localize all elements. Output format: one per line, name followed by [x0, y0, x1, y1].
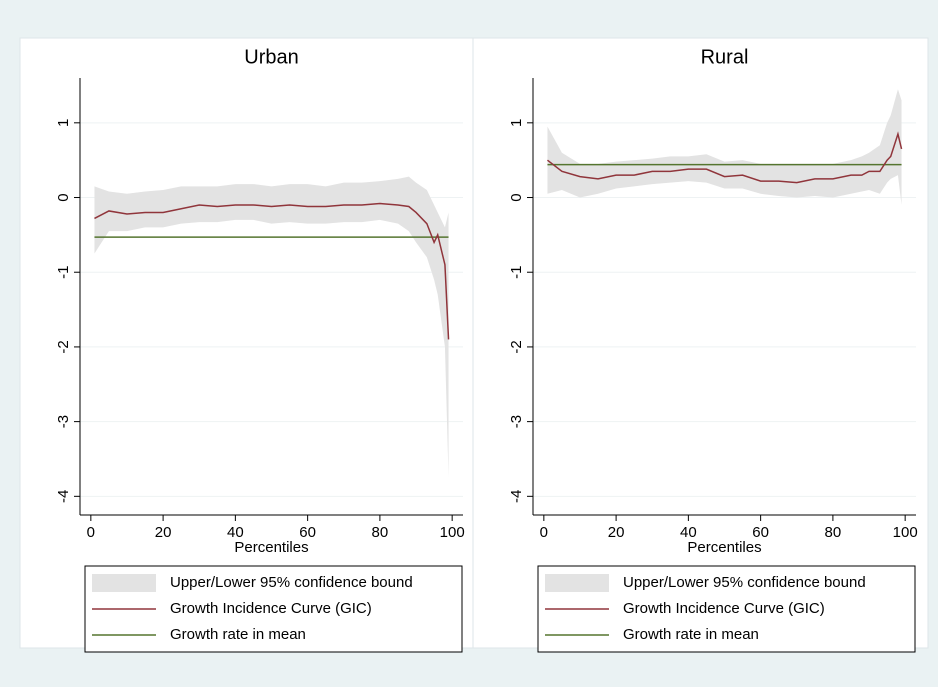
x-tick-label: 40 [227, 524, 244, 541]
confidence-band [547, 89, 902, 205]
legend-swatch [545, 574, 609, 592]
y-tick-label: -2 [55, 340, 72, 353]
confidence-band [94, 176, 449, 478]
x-tick-label: 40 [680, 524, 697, 541]
panel-title: Urban [244, 46, 298, 68]
x-tick-label: 0 [540, 524, 548, 541]
legend-label: Growth rate in mean [623, 626, 759, 643]
y-tick-label: 1 [508, 119, 525, 127]
legend-label: Growth Incidence Curve (GIC) [623, 600, 825, 617]
x-tick-label: 80 [825, 524, 842, 541]
x-tick-label: 60 [752, 524, 769, 541]
x-tick-label: 0 [87, 524, 95, 541]
legend-swatch [92, 574, 156, 592]
y-tick-label: 1 [55, 119, 72, 127]
y-tick-label: -3 [508, 415, 525, 428]
y-tick-label: -4 [508, 490, 525, 503]
y-tick-label: -4 [55, 490, 72, 503]
panel-background [472, 37, 929, 649]
y-tick-label: -2 [508, 340, 525, 353]
legend-label: Growth Incidence Curve (GIC) [170, 600, 372, 617]
y-tick-label: -3 [55, 415, 72, 428]
x-tick-label: 20 [608, 524, 625, 541]
legend-label: Upper/Lower 95% confidence bound [623, 574, 866, 591]
x-tick-label: 20 [155, 524, 172, 541]
x-tick-label: 80 [372, 524, 389, 541]
x-axis-label: Percentiles [234, 539, 308, 556]
panel-title: Rural [701, 46, 749, 68]
y-tick-label: 0 [508, 193, 525, 201]
y-tick-label: -1 [508, 266, 525, 279]
x-tick-label: 60 [299, 524, 316, 541]
gic-line [546, 131, 903, 184]
gic-line [94, 202, 450, 340]
x-tick-label: 100 [440, 524, 465, 541]
y-tick-label: 0 [55, 193, 72, 201]
legend-label: Upper/Lower 95% confidence bound [170, 574, 413, 591]
panel-background [19, 37, 476, 649]
legend-label: Growth rate in mean [170, 626, 306, 643]
x-axis-label: Percentiles [687, 539, 761, 556]
y-tick-label: -1 [55, 266, 72, 279]
x-tick-label: 100 [893, 524, 918, 541]
